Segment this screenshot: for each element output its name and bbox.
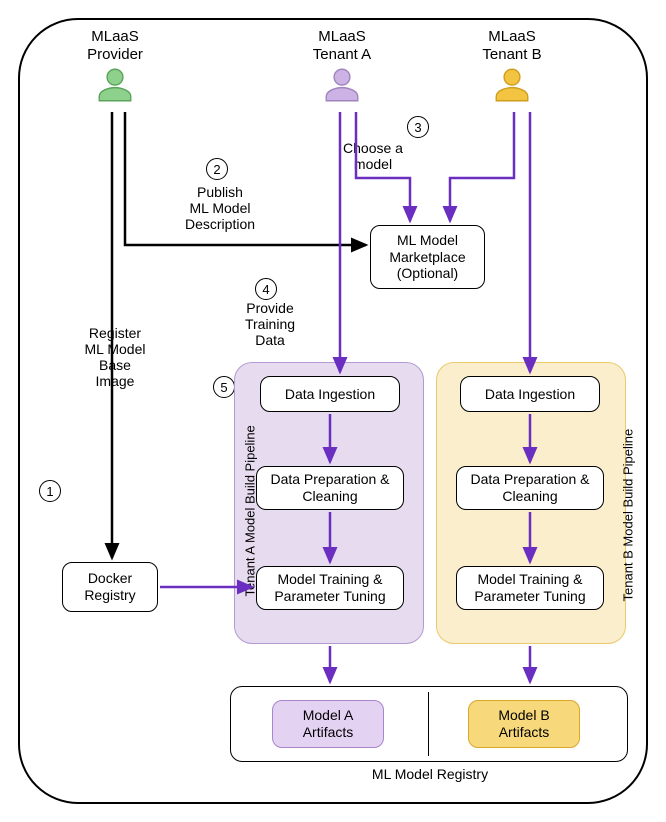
step-1: 1 [39,480,61,502]
user-icon [321,64,363,106]
node-docker: Docker Registry [62,562,158,612]
actor-provider: MLaaS Provider [75,28,155,106]
registry-artifact-a: Model A Artifacts [272,700,384,748]
step-5: 5 [213,376,235,398]
label-register: Register ML Model Base Image [80,325,150,389]
node-marketplace: ML Model Marketplace (Optional) [370,225,485,289]
node-a-prep: Data Preparation & Cleaning [256,466,404,510]
user-icon [94,64,136,106]
registry-divider [428,692,429,756]
label-publish: Publish ML Model Description [180,184,260,232]
step-2: 2 [206,158,228,180]
node-b-prep: Data Preparation & Cleaning [456,466,604,510]
actor-tenant-a-label: MLaaS Tenant A [302,28,382,64]
registry-caption: ML Model Registry [345,766,515,782]
actor-tenant-b-label: MLaaS Tenant B [472,28,552,64]
step-3: 3 [407,116,429,138]
actor-tenant-b: MLaaS Tenant B [472,28,552,106]
node-a-ingest: Data Ingestion [260,376,400,412]
step-4: 4 [255,278,277,300]
actor-tenant-a: MLaaS Tenant A [302,28,382,106]
registry-artifact-b: Model B Artifacts [468,700,580,748]
pipeline-b-label: Tenant B Model Build Pipeline [621,402,636,602]
label-provide: Provide Training Data [235,300,305,348]
user-icon [491,64,533,106]
node-a-train: Model Training & Parameter Tuning [256,566,404,610]
node-b-train: Model Training & Parameter Tuning [456,566,604,610]
label-choose: Choose a model [338,140,408,172]
actor-provider-label: MLaaS Provider [75,28,155,64]
node-b-ingest: Data Ingestion [460,376,600,412]
